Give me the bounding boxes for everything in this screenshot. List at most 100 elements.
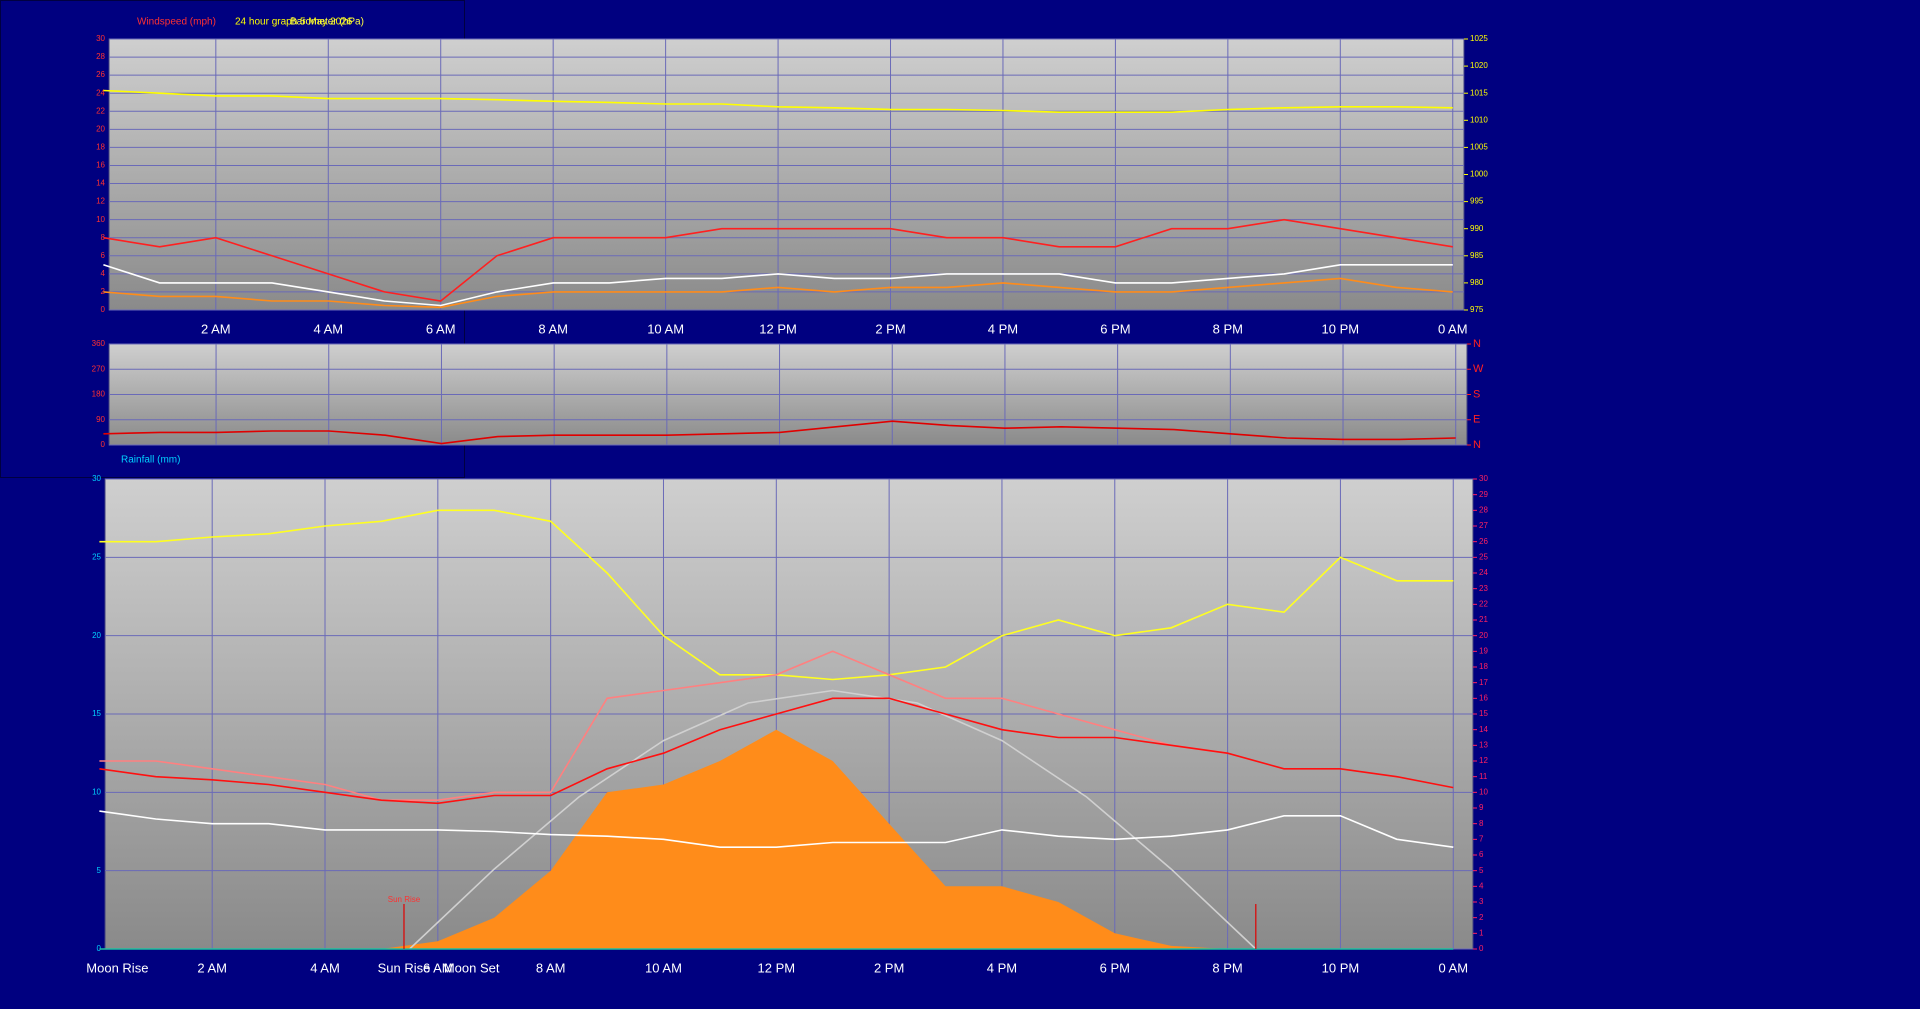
y2-tick-label: 985 — [1470, 251, 1484, 260]
x-tick-label: 6 AM — [423, 960, 453, 975]
x-tick-label: 0 AM — [1438, 960, 1468, 975]
y2-tick-label: N — [1473, 338, 1481, 350]
y2-tick-label: 4 — [1479, 881, 1484, 890]
series-line — [103, 218, 1453, 302]
y-tick-label: 0 — [101, 305, 106, 314]
x-tick-label: 4 AM — [313, 321, 343, 336]
y-tick-label: 5 — [97, 866, 102, 875]
y-tick-label: 30 — [96, 34, 105, 43]
axis-label: Barometer (hPa) — [290, 17, 364, 28]
x-tick-label: 2 AM — [201, 321, 231, 336]
y-tick-label: 26 — [96, 70, 105, 79]
y-tick-label: 16 — [96, 161, 105, 170]
y-tick-label: 25 — [92, 552, 101, 561]
y2-tick-label: 25 — [1479, 552, 1488, 561]
y-tick-label: 10 — [96, 215, 105, 224]
y2-tick-label: 28 — [1479, 505, 1488, 514]
y2-tick-label: 18 — [1479, 662, 1488, 671]
series-line — [99, 650, 1228, 801]
y-tick-label: 270 — [92, 364, 106, 373]
x-tick-label: 6 PM — [1100, 321, 1130, 336]
y2-tick-label: 995 — [1470, 197, 1484, 206]
y-tick-label: 6 — [101, 251, 106, 260]
y2-tick-label: W — [1473, 363, 1484, 375]
series-line — [103, 264, 1453, 307]
y2-tick-label: 14 — [1479, 725, 1488, 734]
y-tick-label: 14 — [96, 179, 105, 188]
x-tick-label: 4 AM — [310, 960, 340, 975]
y2-tick-label: 990 — [1470, 224, 1484, 233]
x-tick-label: 4 PM — [988, 321, 1018, 336]
chart-title: 24 hour graph 5 May 2026 — [235, 17, 353, 28]
y2-tick-label: 2 — [1479, 913, 1484, 922]
annotation: Sun Rise — [388, 895, 421, 904]
y2-tick-label: 1 — [1479, 928, 1484, 937]
axis-label: Rainfall (mm) — [121, 455, 180, 466]
x-tick-label: 8 AM — [538, 321, 568, 336]
y-tick-label: 0 — [97, 944, 102, 953]
y-tick-label: 30 — [92, 474, 101, 483]
y-tick-label: 12 — [96, 197, 105, 206]
y2-tick-label: 975 — [1470, 305, 1484, 314]
y2-tick-label: 27 — [1479, 521, 1488, 530]
y2-tick-label: 24 — [1479, 568, 1488, 577]
x-tick-label: 12 PM — [758, 960, 796, 975]
series-line — [103, 420, 1456, 445]
y2-tick-label: 1005 — [1470, 143, 1488, 152]
series-line — [99, 810, 1454, 848]
y2-tick-label: 17 — [1479, 678, 1488, 687]
y2-tick-label: 13 — [1479, 740, 1488, 749]
y-tick-label: 28 — [96, 52, 105, 61]
y-tick-label: 20 — [96, 124, 105, 133]
x-tick-label: 0 AM — [1438, 321, 1468, 336]
y-tick-label: 4 — [101, 269, 106, 278]
y2-tick-label: 23 — [1479, 584, 1488, 593]
y2-tick-label: 20 — [1479, 631, 1488, 640]
y-tick-label: 20 — [92, 631, 101, 640]
x-tick-label: 12 PM — [759, 321, 797, 336]
y2-tick-label: E — [1473, 414, 1480, 426]
x-tick-label: 8 PM — [1212, 960, 1242, 975]
axis-label: Windspeed (mph) — [137, 17, 216, 28]
x-tick-label: 8 PM — [1213, 321, 1243, 336]
event-label: Sun Rise — [378, 960, 431, 975]
series-line — [409, 689, 1257, 950]
y2-tick-label: 12 — [1479, 756, 1488, 765]
y-tick-label: 90 — [96, 415, 105, 424]
series-line — [99, 697, 1454, 805]
y-tick-label: 15 — [92, 709, 101, 718]
y2-tick-label: 5 — [1479, 866, 1484, 875]
x-tick-label: 8 AM — [536, 960, 566, 975]
y2-tick-label: 30 — [1479, 474, 1488, 483]
y2-tick-label: 3 — [1479, 897, 1484, 906]
x-tick-label: 10 AM — [647, 321, 684, 336]
y2-tick-label: 8 — [1479, 819, 1484, 828]
y2-tick-label: 1015 — [1470, 88, 1488, 97]
y2-tick-label: 21 — [1479, 615, 1488, 624]
event-label: Moon Set — [444, 960, 500, 975]
y2-tick-label: 6 — [1479, 850, 1484, 859]
y-tick-label: 180 — [92, 390, 106, 399]
x-tick-label: 4 PM — [987, 960, 1017, 975]
y2-tick-label: 15 — [1479, 709, 1488, 718]
y2-tick-label: 1025 — [1470, 34, 1488, 43]
y-tick-label: 2 — [101, 287, 106, 296]
x-tick-label: 2 PM — [874, 960, 904, 975]
y2-tick-label: N — [1473, 439, 1481, 451]
plot-area — [108, 38, 1465, 311]
y2-tick-label: 19 — [1479, 646, 1488, 655]
y2-tick-label: 10 — [1479, 787, 1488, 796]
y2-tick-label: 1020 — [1470, 61, 1488, 70]
y-tick-label: 18 — [96, 143, 105, 152]
y-tick-label: 22 — [96, 106, 105, 115]
y2-tick-label: 0 — [1479, 944, 1484, 953]
y2-tick-label: 29 — [1479, 490, 1488, 499]
x-tick-label: 10 AM — [645, 960, 682, 975]
x-tick-label: 2 PM — [875, 321, 905, 336]
y-tick-label: 8 — [101, 233, 106, 242]
y2-tick-label: 7 — [1479, 834, 1484, 843]
y-tick-label: 360 — [92, 339, 106, 348]
y-tick-label: 10 — [92, 787, 101, 796]
y2-tick-label: 11 — [1479, 772, 1488, 781]
